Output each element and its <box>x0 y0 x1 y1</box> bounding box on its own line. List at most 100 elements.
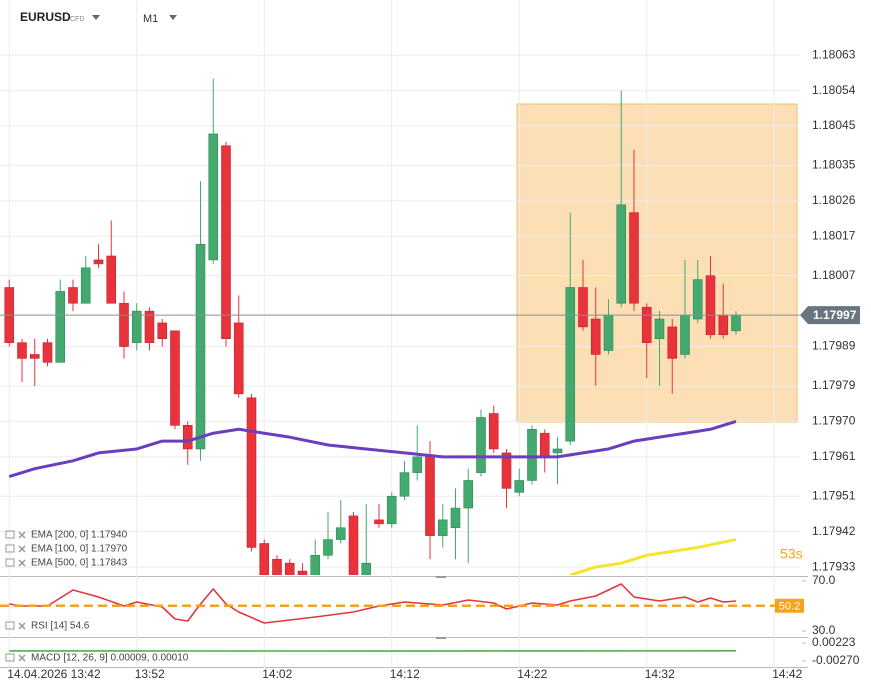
candle-body <box>335 527 346 540</box>
y-tick-label: 1.18026 <box>812 193 856 207</box>
legend-close <box>18 559 26 567</box>
candle-body <box>692 279 703 320</box>
highlight-box <box>516 103 798 423</box>
legend-entry: EMA [100, 0] 1.17970 <box>31 544 128 555</box>
candle-body <box>29 354 40 359</box>
candle-body <box>144 310 155 343</box>
indicator-line <box>569 538 737 575</box>
x-tick-label: 14:42 <box>772 667 802 681</box>
candle-body <box>17 342 27 359</box>
y-tick-label: 1.17970 <box>812 414 856 428</box>
indicator-line <box>9 583 737 624</box>
candle-body <box>272 558 282 575</box>
y-tick-label: 1.18035 <box>812 158 856 172</box>
y-tick-label: 1.17933 <box>812 559 856 573</box>
candle-body <box>603 314 614 351</box>
level-label: 50.2 <box>779 601 800 613</box>
x-tick-label: 14:32 <box>645 667 675 681</box>
legend-entry: MACD [12, 26, 9] 0.00009, 0.00010 <box>31 653 189 664</box>
candle-body <box>80 267 91 304</box>
candle-body <box>374 519 384 525</box>
candle-body <box>182 425 193 450</box>
x-tick-label: 14:12 <box>390 667 420 681</box>
candle-body <box>170 330 180 426</box>
candle-body <box>246 397 257 548</box>
candle-body <box>718 314 729 336</box>
candle-body <box>476 417 486 473</box>
x-tick-label: 14:02 <box>262 667 292 681</box>
candle-body <box>437 519 448 536</box>
legend-entry: EMA [500, 0] 1.17843 <box>31 558 128 569</box>
candle-body <box>399 472 410 497</box>
legend-icon <box>5 530 15 539</box>
candle-body <box>539 432 550 458</box>
y-tick-label: 30.0 <box>812 623 836 637</box>
y-tick-label: 1.17951 <box>812 488 856 502</box>
candle-body <box>629 212 639 304</box>
legend-entry: EMA [200, 0] 1.17940 <box>31 530 128 541</box>
x-tick-label: 13:52 <box>135 667 165 681</box>
indicator-line <box>8 419 737 478</box>
candle-body <box>680 314 690 355</box>
countdown: 53s <box>780 546 803 562</box>
legend-close <box>18 531 26 539</box>
candle-body <box>705 275 716 336</box>
candle-body <box>42 342 53 363</box>
y-tick-label: 1.18007 <box>812 268 856 282</box>
candle-body <box>233 322 244 395</box>
panel <box>9 583 737 624</box>
candle-body <box>323 539 333 556</box>
candle-body <box>361 562 372 575</box>
candle-body <box>450 507 461 529</box>
candle-body <box>578 287 588 328</box>
x-tick-label: 14:22 <box>517 667 547 681</box>
candle-body <box>297 570 308 575</box>
x-tick-label: 14.04.2026 13:42 <box>7 667 101 681</box>
candle-body <box>119 302 129 347</box>
dropdown-arrow[interactable] <box>169 15 177 20</box>
candle-body <box>106 255 117 304</box>
candle-body <box>641 306 652 343</box>
legend-icon <box>5 558 15 567</box>
candle-body <box>731 314 741 332</box>
candle-body <box>527 428 537 481</box>
candle-body <box>654 318 665 339</box>
candle-body <box>157 322 168 339</box>
dropdown-arrow[interactable] <box>92 15 100 20</box>
y-tick-label: 0.00223 <box>812 635 856 649</box>
y-tick-label: 1.18054 <box>812 83 856 97</box>
y-tick-label: 1.18045 <box>812 118 856 132</box>
y-tick-label: 70.0 <box>812 573 836 587</box>
symbol[interactable]: EURUSD <box>20 10 71 24</box>
candle-body <box>501 452 512 489</box>
timeframe[interactable]: M1 <box>143 13 158 25</box>
y-tick-label: 1.17979 <box>812 378 856 392</box>
last-price-tag <box>800 306 860 325</box>
candle-body <box>348 515 359 575</box>
candle-body <box>514 480 525 493</box>
candle-body <box>310 555 321 575</box>
candle-body <box>667 326 678 359</box>
y-tick-label: 1.17961 <box>812 449 856 463</box>
candle-body <box>552 448 563 454</box>
candle-body <box>386 495 397 525</box>
legend-icon <box>5 653 15 662</box>
candle-body <box>208 133 219 261</box>
candle-body <box>488 413 499 450</box>
y-tick-label: 1.17989 <box>812 339 856 353</box>
candle-body <box>55 291 66 363</box>
y-tick-label: -0.00270 <box>812 653 860 667</box>
candle-body <box>221 145 231 339</box>
panel <box>0 54 800 575</box>
candle-body <box>131 310 142 343</box>
last-price-label: 1.17997 <box>813 308 857 322</box>
legend-icon <box>5 621 15 630</box>
candle-body <box>590 318 601 355</box>
candle-body <box>616 204 627 304</box>
y-tick-label: 1.18063 <box>812 47 856 61</box>
candle-body <box>195 243 206 450</box>
legend-close <box>18 545 26 553</box>
candle-body <box>565 287 576 442</box>
legend-icon <box>5 544 15 553</box>
